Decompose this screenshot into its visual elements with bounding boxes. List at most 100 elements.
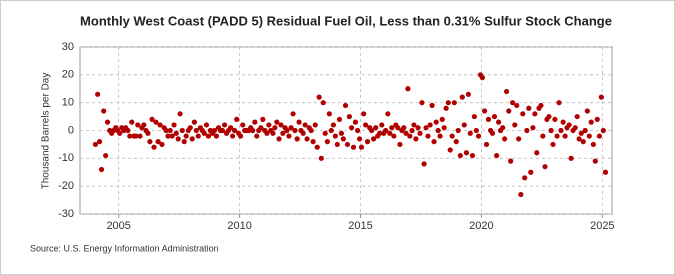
point: [475, 133, 482, 139]
point: [320, 100, 326, 106]
point: [278, 122, 284, 128]
point: [231, 127, 238, 134]
point: [211, 127, 218, 134]
point: [302, 122, 308, 128]
point: [401, 125, 407, 131]
point: [127, 133, 133, 139]
x-tick-label: 2010: [227, 220, 251, 232]
point: [556, 100, 562, 106]
point: [600, 127, 606, 134]
point: [572, 125, 578, 131]
point: [457, 152, 463, 159]
point: [495, 119, 502, 125]
point: [183, 133, 189, 139]
point: [234, 116, 240, 122]
point: [479, 75, 485, 81]
point: [177, 111, 183, 117]
point: [228, 125, 234, 131]
point: [125, 127, 131, 134]
point: [407, 133, 413, 139]
point: [286, 133, 292, 139]
point: [266, 122, 272, 128]
point: [441, 125, 447, 131]
point: [584, 108, 590, 114]
point: [135, 122, 141, 128]
point: [391, 133, 397, 139]
point: [203, 122, 210, 128]
point: [312, 122, 318, 128]
point: [471, 113, 478, 120]
point: [526, 105, 532, 111]
point: [229, 133, 236, 139]
point: [187, 125, 193, 131]
point: [465, 91, 471, 97]
point: [304, 136, 310, 142]
point: [387, 130, 393, 136]
point: [129, 119, 135, 125]
point: [153, 119, 159, 125]
y-tick-label: -20: [58, 180, 74, 192]
point: [338, 130, 345, 136]
point: [379, 122, 385, 128]
point: [103, 152, 109, 159]
point: [506, 108, 512, 114]
point: [528, 169, 534, 175]
point: [104, 119, 111, 125]
point: [592, 158, 598, 164]
point: [340, 136, 346, 142]
point: [364, 139, 371, 145]
point: [222, 122, 228, 128]
point: [171, 122, 177, 128]
point: [413, 136, 419, 142]
point: [520, 111, 526, 117]
point: [433, 119, 439, 125]
point: [151, 144, 157, 150]
y-tick-label: -30: [58, 208, 74, 220]
point: [469, 152, 476, 159]
point: [542, 164, 548, 170]
point: [512, 122, 518, 128]
point: [397, 141, 403, 148]
point: [455, 127, 461, 134]
point: [318, 155, 324, 161]
y-tick-label: -10: [58, 152, 74, 164]
point: [395, 125, 401, 131]
point: [191, 119, 197, 125]
point: [534, 150, 540, 156]
point: [516, 136, 522, 142]
point: [481, 108, 488, 114]
chart-title: Monthly West Coast (PADD 5) Residual Fue…: [80, 13, 612, 28]
y-tick-label: 0: [68, 124, 74, 136]
point: [157, 122, 163, 128]
point: [163, 127, 169, 134]
point: [383, 127, 389, 134]
point: [254, 133, 260, 139]
point: [361, 111, 367, 117]
point: [590, 141, 596, 148]
point: [558, 127, 564, 134]
point: [546, 113, 552, 120]
point: [427, 122, 433, 128]
point: [598, 94, 604, 100]
point: [344, 141, 351, 148]
point: [169, 133, 175, 139]
point: [385, 111, 391, 117]
point: [324, 139, 330, 145]
point: [540, 133, 546, 139]
point: [284, 127, 290, 134]
point: [602, 169, 609, 175]
point: [355, 127, 361, 134]
point: [280, 130, 286, 136]
point: [459, 94, 465, 100]
point: [195, 133, 201, 139]
point: [369, 127, 375, 134]
point: [274, 119, 280, 125]
point: [518, 191, 524, 198]
point: [435, 127, 441, 134]
point: [483, 141, 490, 148]
point: [532, 111, 538, 117]
point: [370, 136, 377, 142]
point: [258, 125, 264, 131]
point: [201, 130, 207, 136]
point: [417, 130, 423, 136]
